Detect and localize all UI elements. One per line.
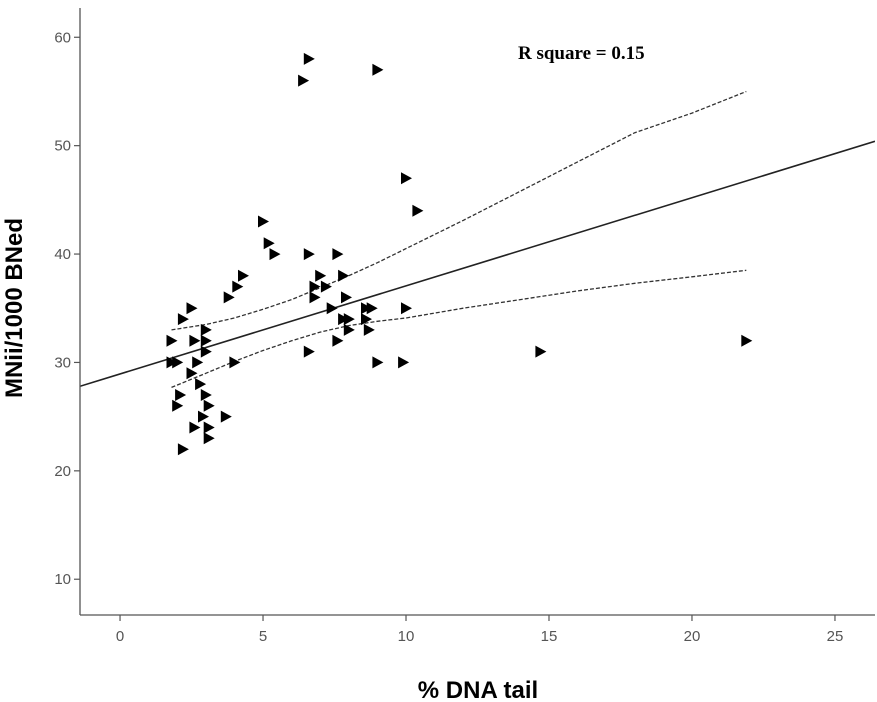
data-point <box>343 323 355 336</box>
data-point <box>229 356 241 369</box>
data-point <box>398 356 410 369</box>
data-point <box>232 280 244 293</box>
plot-area <box>80 90 875 389</box>
data-point <box>192 356 204 369</box>
data-point <box>361 313 372 326</box>
ci-upper-curve <box>171 90 747 331</box>
x-tick-label: 5 <box>259 628 267 645</box>
data-point <box>535 345 547 358</box>
ci-lower-curve <box>171 269 747 389</box>
data-point <box>189 421 201 434</box>
data-point <box>401 302 412 315</box>
data-point <box>332 334 344 347</box>
y-tick-label: 40 <box>54 246 71 263</box>
data-point <box>198 410 209 423</box>
data-point <box>343 313 355 326</box>
data-point <box>741 334 753 347</box>
axes: 10 20 30 40 50 60 0 5 10 15 20 25 <box>54 8 875 645</box>
data-point <box>186 302 198 315</box>
y-axis-title: MNii/1000 BNed <box>1 218 28 398</box>
data-point <box>200 334 212 347</box>
data-point <box>401 172 412 185</box>
data-point <box>258 215 269 228</box>
data-point <box>309 291 321 304</box>
data-point <box>263 237 275 250</box>
data-point <box>203 432 215 445</box>
data-point <box>412 204 424 217</box>
data-point <box>361 302 372 315</box>
r-square-annotation: R square = 0.15 <box>518 43 645 64</box>
data-point <box>298 74 310 87</box>
data-points <box>166 52 753 456</box>
data-point <box>186 367 198 380</box>
x-tick-label: 15 <box>541 628 558 645</box>
data-point <box>223 291 235 304</box>
data-point <box>195 378 207 391</box>
data-point <box>341 291 352 304</box>
data-point <box>203 421 215 434</box>
y-tick-label: 20 <box>54 463 71 480</box>
y-tick-label: 10 <box>54 571 71 588</box>
data-point <box>338 269 350 282</box>
data-point <box>200 323 212 336</box>
data-point <box>238 269 249 282</box>
data-point <box>372 63 384 76</box>
data-point <box>166 356 178 369</box>
data-point <box>200 389 212 401</box>
data-point <box>203 399 215 412</box>
data-point <box>366 302 378 315</box>
data-point <box>189 334 201 347</box>
regression-line <box>80 140 875 388</box>
data-point <box>172 399 184 412</box>
data-point <box>320 280 332 293</box>
x-tick-label: 20 <box>684 628 701 645</box>
data-point <box>372 356 384 369</box>
y-tick-label: 50 <box>54 138 71 155</box>
x-axis-title: % DNA tail <box>418 677 538 702</box>
x-tick-label: 25 <box>827 628 844 645</box>
data-point <box>177 443 189 456</box>
data-point <box>338 313 350 326</box>
x-tick-label: 10 <box>398 628 415 645</box>
data-point <box>200 345 212 358</box>
data-point <box>303 345 315 358</box>
data-point <box>363 323 375 336</box>
data-point <box>309 280 321 293</box>
data-point <box>175 389 187 401</box>
data-point <box>303 52 315 65</box>
data-point <box>177 313 189 326</box>
data-point <box>220 410 232 423</box>
data-point <box>332 248 344 261</box>
y-tick-label: 30 <box>54 354 71 371</box>
data-point <box>303 248 315 261</box>
y-tick-label: 60 <box>54 29 71 46</box>
data-point <box>315 269 327 282</box>
x-tick-label: 0 <box>116 628 124 645</box>
data-point <box>166 334 178 347</box>
data-point <box>326 302 338 315</box>
data-point <box>269 248 281 261</box>
data-point <box>172 356 184 369</box>
